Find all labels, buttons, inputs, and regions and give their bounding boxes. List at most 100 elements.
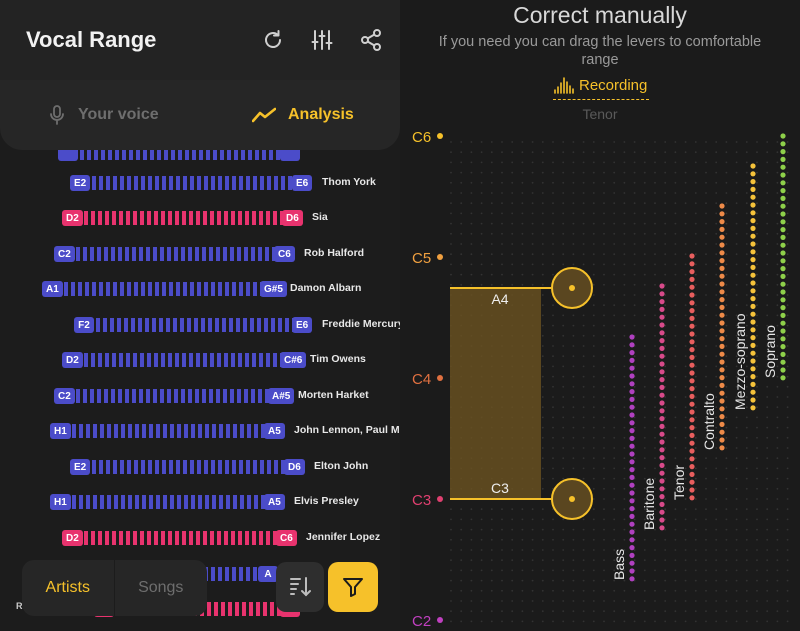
- tab-artists[interactable]: Artists: [22, 560, 115, 616]
- grid-dot: [603, 447, 605, 449]
- grid-dot: [531, 549, 534, 551]
- grid-dot: [705, 416, 707, 419]
- refresh-icon[interactable]: [261, 28, 285, 52]
- grid-dot: [725, 498, 728, 500]
- grid-dot: [643, 498, 646, 500]
- filter-button[interactable]: [328, 562, 378, 612]
- voice-type-label: Tenor: [671, 465, 687, 500]
- share-icon[interactable]: [359, 28, 383, 52]
- grid-dot: [480, 181, 483, 184]
- axis-marker: [437, 617, 443, 623]
- grid-dot: [562, 345, 565, 347]
- tab-analysis[interactable]: Analysis: [252, 80, 354, 150]
- grid-dot: [531, 538, 534, 541]
- grid-dot: [654, 192, 656, 194]
- grid-dot: [654, 202, 656, 205]
- grid-dot: [756, 477, 758, 480]
- app-title: Vocal Range: [26, 27, 157, 52]
- voice-range-dot: [659, 462, 665, 468]
- grid-dot: [643, 181, 646, 184]
- grid-dot: [572, 375, 575, 378]
- grid-dot: [756, 151, 758, 154]
- grid-dot: [776, 436, 779, 439]
- grid-dot: [776, 416, 779, 419]
- voice-range-dot: [659, 509, 665, 515]
- grid-dot: [725, 477, 728, 480]
- grid-dot: [674, 202, 677, 205]
- grid-dot: [735, 212, 738, 215]
- artist-row[interactable]: D2 D6 Sia: [0, 208, 400, 228]
- artist-row[interactable]: C2 C6 Rob Halford: [0, 244, 400, 264]
- grid-dot: [460, 579, 463, 582]
- grid-dot: [572, 345, 575, 347]
- grid-dot: [735, 436, 738, 439]
- grid-dot: [756, 538, 758, 541]
- grid-dot: [633, 314, 636, 317]
- range-bar: [84, 353, 284, 367]
- grid-dot: [725, 222, 728, 225]
- grid-dot: [633, 181, 636, 184]
- grid-dot: [745, 610, 748, 613]
- grid-dot: [582, 334, 585, 337]
- grid-dot: [541, 569, 544, 572]
- artist-row[interactable]: H1 A5 Elvis Presley: [0, 492, 400, 512]
- recording-indicator[interactable]: Recording: [553, 72, 649, 100]
- grid-dot: [572, 151, 575, 154]
- grid-dot: [633, 232, 636, 235]
- grid-dot: [613, 467, 616, 470]
- grid-dot: [664, 528, 667, 531]
- grid-dot: [705, 508, 707, 511]
- grid-dot: [633, 528, 636, 531]
- grid-dot: [592, 477, 595, 480]
- artist-row[interactable]: E2 D6 Elton John: [0, 457, 400, 477]
- grid-dot: [501, 579, 503, 582]
- grid-dot: [623, 620, 626, 623]
- voice-range-dot: [719, 414, 725, 420]
- grid-dot: [766, 487, 769, 490]
- artist-row[interactable]: C2 A#5 Morten Harket: [0, 386, 400, 406]
- grid-dot: [592, 416, 595, 419]
- sliders-icon[interactable]: [310, 28, 334, 52]
- grid-dot: [735, 589, 738, 592]
- grid-dot: [674, 426, 677, 429]
- grid-dot: [623, 396, 626, 398]
- grid-dot: [603, 345, 605, 347]
- voice-range-dot: [750, 288, 756, 294]
- grid-dot: [786, 314, 789, 317]
- filter-icon: [343, 578, 363, 597]
- grid-dot: [725, 416, 728, 419]
- grid-dot: [766, 406, 769, 409]
- artist-row[interactable]: D2 C6 Jennifer Lopez: [0, 528, 400, 548]
- voice-range-dot: [659, 306, 665, 312]
- grid-dot: [480, 610, 483, 613]
- grid-dot: [572, 365, 575, 368]
- grid-dot: [715, 212, 718, 215]
- grid-dot: [562, 253, 565, 256]
- tab-songs[interactable]: Songs: [138, 579, 184, 596]
- grid-dot: [592, 375, 595, 378]
- tab-your-voice[interactable]: Your voice: [48, 80, 159, 150]
- artist-row[interactable]: E2 E6 Thom York: [0, 173, 400, 193]
- grid-dot: [654, 324, 656, 327]
- grid-dot: [531, 273, 534, 276]
- artist-row[interactable]: F2 E6 Freddie Mercury: [0, 315, 400, 335]
- grid-dot: [572, 406, 575, 409]
- grid-dot: [623, 457, 626, 460]
- grid-dot: [572, 232, 575, 235]
- grid-dot: [643, 253, 646, 256]
- grid-dot: [776, 222, 779, 225]
- artist-row[interactable]: D2 C#6 Tim Owens: [0, 350, 400, 370]
- grid-dot: [735, 528, 738, 531]
- sort-button[interactable]: [276, 562, 324, 612]
- grid-dot: [725, 345, 728, 347]
- grid-dot: [643, 171, 646, 174]
- grid-dot: [521, 569, 524, 572]
- grid-dot: [470, 253, 473, 256]
- artist-row[interactable]: A1 G#5 Damon Albarn: [0, 279, 400, 299]
- voice-range-dot: [780, 367, 786, 373]
- low-note-badge: H1: [50, 494, 71, 510]
- grid-dot: [552, 141, 554, 143]
- grid-dot: [705, 579, 707, 582]
